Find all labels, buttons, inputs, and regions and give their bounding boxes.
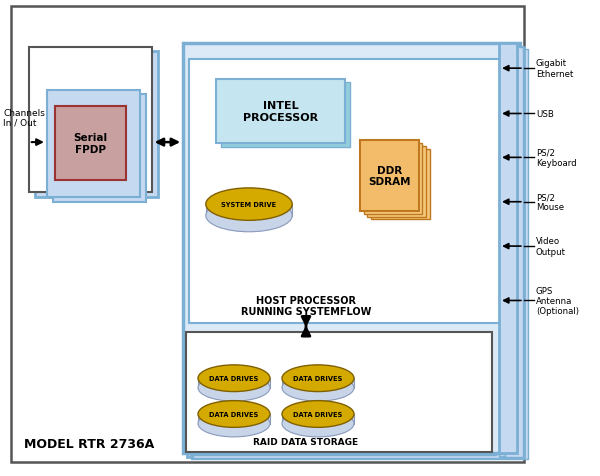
Ellipse shape xyxy=(198,375,270,401)
Text: DATA DRIVES: DATA DRIVES xyxy=(209,376,259,381)
Bar xyxy=(35,52,158,198)
Bar xyxy=(190,335,496,455)
Bar xyxy=(221,83,350,148)
Text: DDR
SDRAM: DDR SDRAM xyxy=(368,165,410,187)
Text: Gigabit
Ethernet: Gigabit Ethernet xyxy=(536,60,573,79)
Bar xyxy=(367,147,426,217)
Polygon shape xyxy=(282,378,354,388)
Text: Channels
In / Out: Channels In / Out xyxy=(3,109,45,128)
Bar xyxy=(29,48,152,193)
Ellipse shape xyxy=(198,365,270,392)
Ellipse shape xyxy=(282,375,354,401)
Text: SYSTEM DRIVE: SYSTEM DRIVE xyxy=(221,202,277,208)
Ellipse shape xyxy=(206,188,292,221)
Ellipse shape xyxy=(206,200,292,232)
Ellipse shape xyxy=(282,365,354,392)
Text: Video
Output: Video Output xyxy=(536,237,566,256)
Bar xyxy=(47,90,140,198)
Ellipse shape xyxy=(282,401,354,427)
Text: GPS
Antenna
(Optional): GPS Antenna (Optional) xyxy=(536,286,579,316)
Text: PS/2
Mouse: PS/2 Mouse xyxy=(536,193,564,212)
Bar xyxy=(53,95,146,202)
Text: DATA DRIVES: DATA DRIVES xyxy=(293,376,343,381)
Bar xyxy=(55,107,126,181)
Text: HOST PROCESSOR
RUNNING SYSTEMFLOW: HOST PROCESSOR RUNNING SYSTEMFLOW xyxy=(241,295,371,317)
Bar xyxy=(191,50,528,459)
Text: USB: USB xyxy=(536,110,554,119)
Bar xyxy=(186,332,492,452)
Polygon shape xyxy=(198,414,270,424)
Bar xyxy=(371,149,430,220)
Bar xyxy=(364,144,422,214)
Ellipse shape xyxy=(198,410,270,437)
Polygon shape xyxy=(282,414,354,424)
Bar xyxy=(360,141,419,211)
Text: Serial
FPDP: Serial FPDP xyxy=(74,133,107,155)
Bar xyxy=(183,44,520,453)
Bar xyxy=(189,60,514,324)
Polygon shape xyxy=(206,205,292,216)
Ellipse shape xyxy=(198,401,270,427)
Polygon shape xyxy=(198,378,270,388)
Bar xyxy=(505,48,523,457)
Text: PS/2
Keyboard: PS/2 Keyboard xyxy=(536,149,577,168)
Ellipse shape xyxy=(282,410,354,437)
Text: DATA DRIVES: DATA DRIVES xyxy=(293,411,343,417)
Text: RAID DATA STORAGE: RAID DATA STORAGE xyxy=(253,437,359,446)
Bar xyxy=(187,48,524,457)
Bar xyxy=(216,79,345,144)
Text: DATA DRIVES: DATA DRIVES xyxy=(209,411,259,417)
Text: INTEL
PROCESSOR: INTEL PROCESSOR xyxy=(243,101,318,122)
Bar xyxy=(11,7,524,462)
Text: MODEL RTR 2736A: MODEL RTR 2736A xyxy=(24,437,154,450)
Bar xyxy=(499,44,517,453)
Bar xyxy=(193,338,499,458)
